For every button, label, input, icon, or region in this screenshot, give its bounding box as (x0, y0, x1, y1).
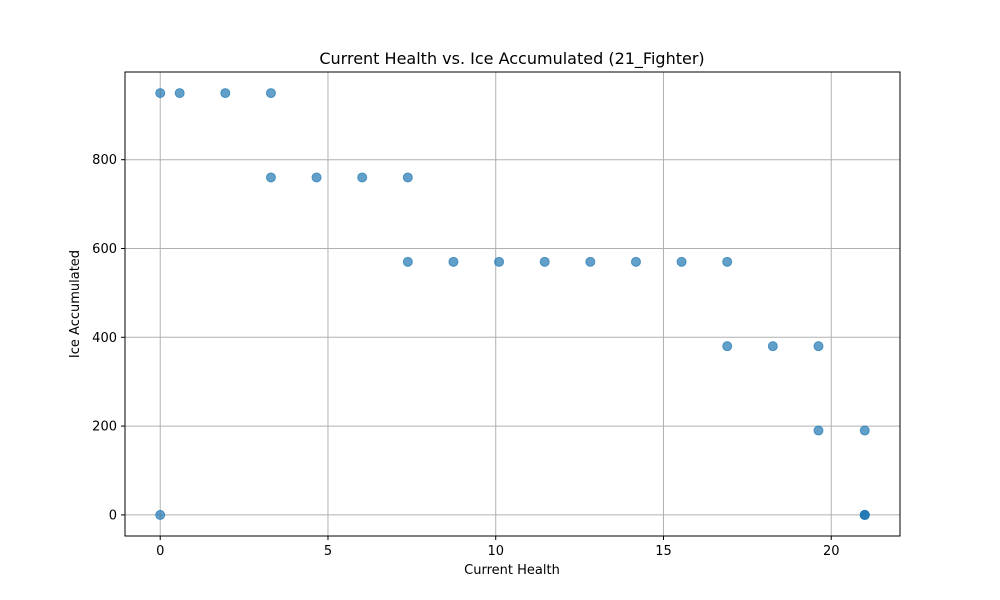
data-point (174, 88, 185, 99)
y-tick-label: 400 (92, 331, 117, 346)
plot-area-frame (124, 71, 901, 537)
data-point (494, 256, 505, 267)
y-axis-label: Ice Accumulated (68, 250, 83, 358)
data-point (448, 256, 459, 267)
data-point (630, 256, 641, 267)
grid-lines (125, 72, 900, 536)
data-point (220, 88, 231, 99)
data-points (155, 88, 870, 520)
data-point (859, 509, 870, 520)
data-point (767, 341, 778, 352)
data-point (155, 509, 166, 520)
data-point (722, 341, 733, 352)
y-tick-label: 800 (92, 153, 117, 168)
x-axis-label: Current Health (464, 563, 560, 578)
data-point (155, 88, 166, 99)
chart-title: Current Health vs. Ice Accumulated (21_F… (319, 49, 704, 69)
data-point (265, 172, 276, 183)
x-tick-label: 0 (156, 544, 164, 559)
data-point (813, 425, 824, 436)
data-point (402, 172, 413, 183)
x-tick-label: 20 (823, 544, 840, 559)
y-tick-label: 0 (109, 508, 117, 523)
data-point (585, 256, 596, 267)
x-tick-label: 15 (655, 544, 672, 559)
data-point (357, 172, 368, 183)
data-point (722, 256, 733, 267)
y-tick-label: 600 (92, 242, 117, 257)
x-tick-label: 10 (487, 544, 504, 559)
data-point (311, 172, 322, 183)
data-point (539, 256, 550, 267)
data-point (265, 88, 276, 99)
data-point (859, 425, 870, 436)
x-tick-label: 5 (324, 544, 332, 559)
y-tick-label: 200 (92, 420, 117, 435)
data-point (402, 256, 413, 267)
data-point (813, 341, 824, 352)
data-point (676, 256, 687, 267)
